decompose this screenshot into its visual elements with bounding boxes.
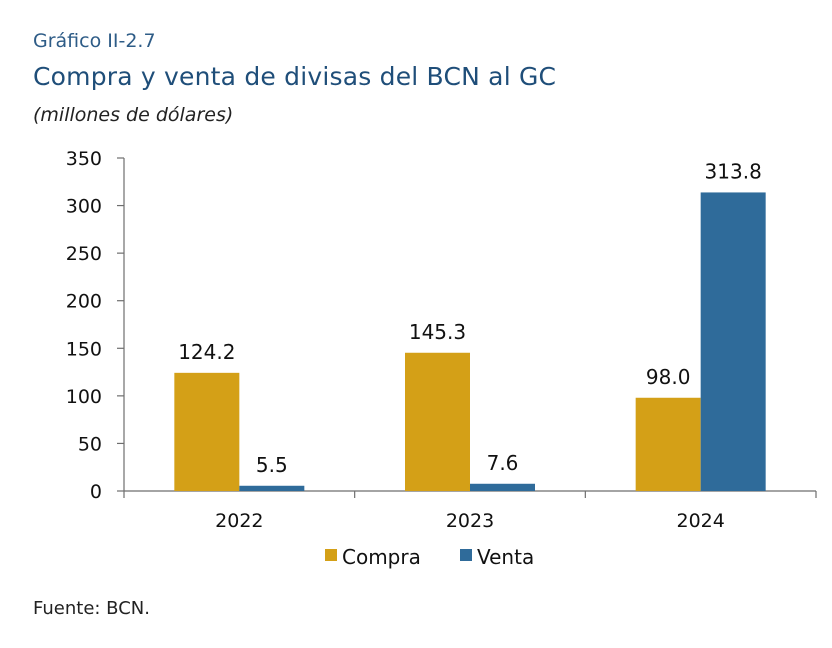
data-label: 5.5	[256, 453, 288, 477]
data-label: 145.3	[409, 320, 466, 344]
data-label: 313.8	[705, 159, 762, 183]
y-tick-label: 50	[78, 433, 102, 455]
data-label: 98.0	[646, 365, 691, 389]
legend-label-venta: Venta	[477, 545, 534, 569]
chart-title: Compra y venta de divisas del BCN al GC	[33, 62, 557, 91]
y-tick-label: 0	[90, 481, 102, 503]
bar-venta-2022	[239, 485, 305, 491]
data-label: 7.6	[487, 451, 519, 475]
legend-swatch-compra	[325, 549, 337, 561]
y-tick-label: 200	[66, 291, 102, 313]
bar-compra-2023	[405, 352, 470, 491]
x-axis: 2022 2023 2024	[123, 490, 817, 532]
bar-venta-2024	[700, 192, 766, 491]
chart-subtitle: (millones de dólares)	[33, 104, 234, 126]
y-tick-label: 350	[66, 148, 102, 170]
bar-venta-2023	[470, 483, 535, 491]
y-tick-label: 100	[66, 386, 102, 408]
y-tick-label: 150	[66, 338, 102, 360]
x-tick-label: 2022	[215, 510, 263, 532]
legend-swatch-venta	[460, 549, 472, 561]
y-tick-label: 300	[66, 196, 102, 218]
bars	[174, 192, 766, 491]
y-axis: 0 50 100 150 200 250 300 350	[66, 148, 125, 503]
bar-compra-2024	[635, 397, 701, 491]
data-label: 124.2	[178, 340, 235, 364]
data-labels: 124.2 145.3 98.0 5.5 7.6 313.8	[178, 159, 762, 476]
source-note: Fuente: BCN.	[33, 598, 150, 619]
legend-label-compra: Compra	[342, 545, 421, 569]
x-tick-label: 2024	[676, 510, 724, 532]
y-tick-label: 250	[66, 243, 102, 265]
x-tick-label: 2023	[446, 510, 494, 532]
chart-number-label: Gráfico II-2.7	[33, 30, 156, 52]
legend: Compra Venta	[325, 545, 534, 569]
bar-compra-2022	[174, 372, 240, 491]
